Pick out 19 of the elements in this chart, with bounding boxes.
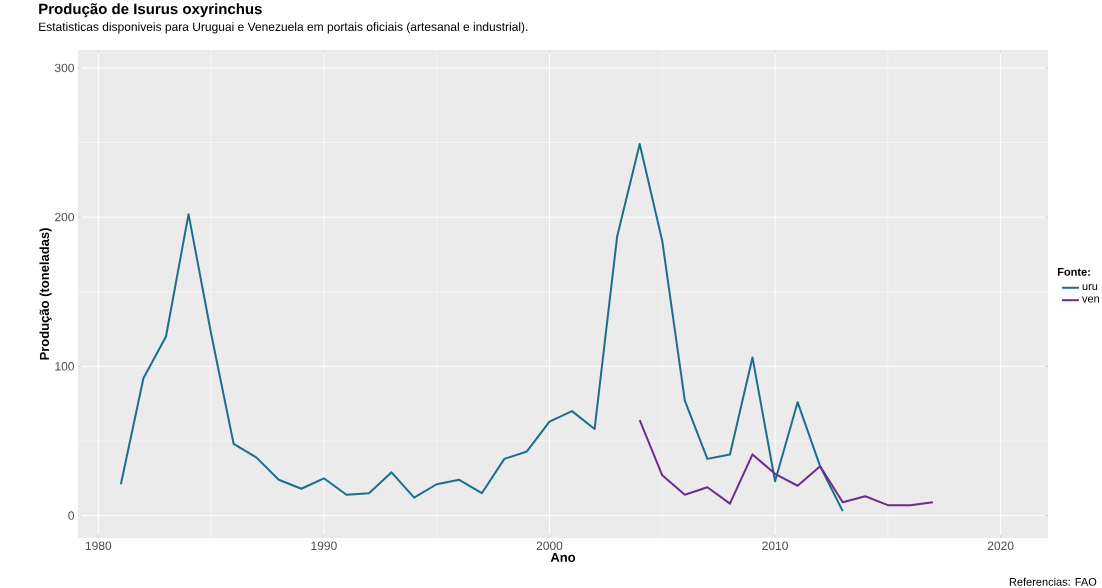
x-tick-label: 2020 <box>987 541 1014 551</box>
legend-label: ven <box>1082 296 1099 303</box>
line-series <box>638 419 934 507</box>
y-tick-label: 200 <box>55 212 75 222</box>
x-tick-label: 2010 <box>762 541 788 551</box>
text: Referencias: FAO <box>1009 577 1097 586</box>
x-tick-label: 1990 <box>311 541 337 551</box>
x-tick-label: 1980 <box>85 541 112 551</box>
y-tick-label: 300 <box>54 63 75 73</box>
chart-title: Produção de Isurus oxyrinchus <box>39 3 262 18</box>
legend-title: Fonte: <box>1057 268 1090 276</box>
y-tick-label: 100 <box>55 362 75 371</box>
y-tick-label: 0 <box>68 511 75 520</box>
line-series <box>119 143 844 513</box>
y-axis-title: Produção (toneladas) <box>39 228 52 360</box>
legend-label: uru <box>1082 284 1098 291</box>
x-axis-title: Ano <box>550 552 576 562</box>
chart-subtitle: Estatisticas disponiveis para Uruguai e Venezuela em portais oficiais (artesanal e industrial). <box>39 22 528 34</box>
x-tick-label: 2000 <box>536 541 563 551</box>
